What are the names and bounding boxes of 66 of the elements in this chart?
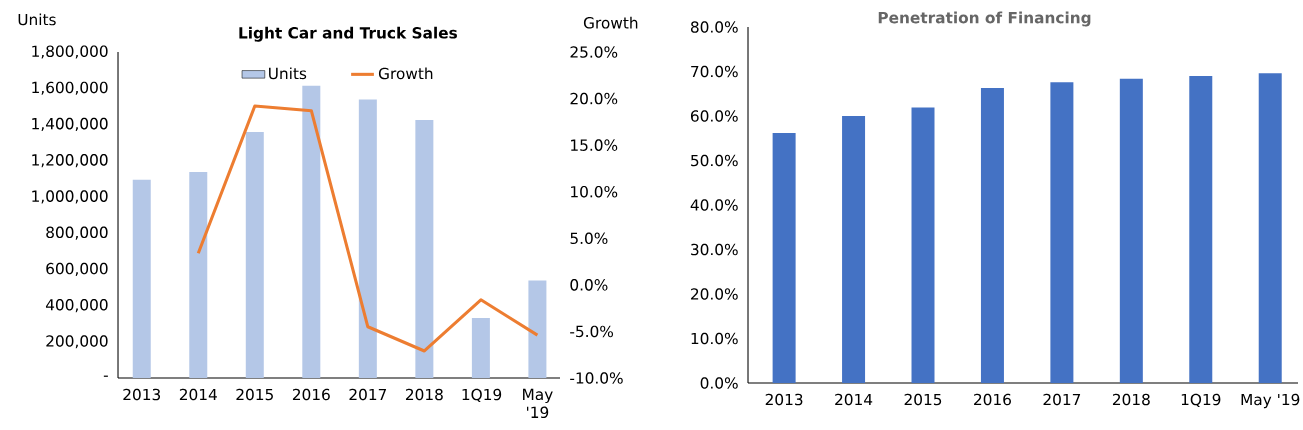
x-tick-label: 2014 [179,388,217,401]
y-tick-label: 1,200,000 [32,154,108,168]
y-tick-label: 1,000,000 [32,190,108,204]
x-tick-label: May '19 [523,388,553,419]
y-tick-label: 10.0% [691,332,738,345]
y2-axis-title: Growth [583,16,638,29]
x-tick-label: 1Q19 [462,388,502,403]
x-tick-label: 1Q19 [1181,393,1221,408]
bar [189,171,208,378]
y-tick-label: 60.0% [690,110,738,122]
y2-tick-label: 0.0% [570,279,608,291]
x-tick-label: 2017 [1043,393,1081,406]
y2-tick-label: 25.0% [570,46,618,58]
y2-tick-label: 15.0% [571,139,618,151]
y-tick-label: 30.0% [691,243,738,256]
y-tick-label: - [103,375,108,377]
y-tick-label: 200,000 [46,335,108,349]
bar [528,280,547,378]
x-tick-label: May '19 [1241,393,1300,409]
x-tick-label: 2016 [974,393,1011,406]
bar [132,179,151,378]
y2-tick-label: 5.0% [570,232,608,245]
bar [302,85,321,378]
y-tick-label: 20.0% [691,288,738,300]
y-tick-label: 1,400,000 [32,117,108,132]
chart-title: Penetration of Financing [878,11,1091,27]
y-tick-label: 400,000 [45,298,108,313]
y-tick-label: 1,600,000 [32,81,108,95]
bar [772,132,796,383]
y-tick-label: 600,000 [46,262,108,276]
x-tick-label: 2013 [765,393,803,406]
chart-title: Light Car and Truck Sales [239,26,457,42]
bar [911,107,935,383]
bar [415,120,434,378]
y-tick-label: 70.0% [691,65,738,78]
bar [1189,75,1213,383]
bar [842,116,866,383]
y-axis-title: Units [18,13,56,26]
y-tick-label: 80.0% [690,21,738,33]
y2-tick-label: -10.0% [570,372,623,384]
y-tick-label: 1,800,000 [32,45,108,59]
x-tick-label: 2015 [236,388,273,401]
y-tick-label: 800,000 [46,226,108,240]
y-tick-label: 0.0% [700,377,738,389]
line-series [196,104,539,353]
y-tick-label: 50.0% [691,154,738,167]
y-tick-label: 40.0% [690,199,738,211]
x-tick-label: 2014 [835,393,873,406]
y2-tick-label: 20.0% [570,92,618,105]
legend-label: Units [269,67,307,80]
bar [1258,73,1282,383]
x-tick-label: 2018 [405,388,443,401]
x-tick-label: 2016 [292,388,330,401]
x-tick-label: 2013 [123,388,161,401]
x-tick-label: 2015 [904,393,942,406]
legend-label: Growth [378,67,433,80]
bar [1119,78,1143,383]
bar [1050,82,1074,383]
bar [358,99,377,378]
bar [980,87,1004,383]
x-tick-label: 2018 [1112,393,1150,406]
bar [471,317,490,378]
y2-tick-label: -5.0% [570,325,614,338]
y2-tick-label: 10.0% [571,185,618,198]
x-tick-label: 2017 [349,388,387,401]
bar [245,132,264,378]
